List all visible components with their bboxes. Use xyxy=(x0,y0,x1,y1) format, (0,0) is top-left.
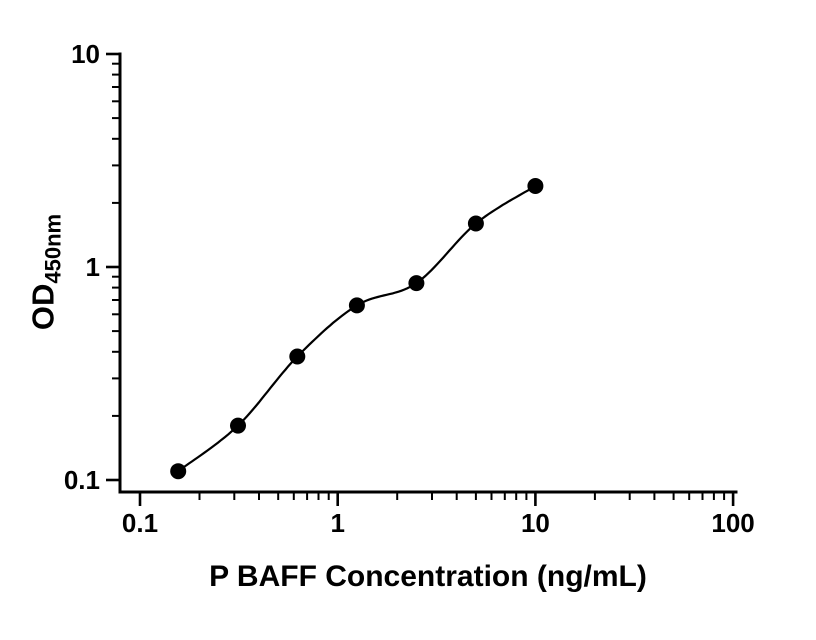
y-tick-label: 10 xyxy=(71,39,100,69)
data-point xyxy=(289,348,306,365)
x-tick-label: 0.1 xyxy=(122,508,158,538)
data-point xyxy=(408,275,425,292)
y-axis-title: OD450nm xyxy=(26,214,67,330)
data-point xyxy=(348,297,365,314)
data-point xyxy=(467,215,484,232)
x-tick-label: 1 xyxy=(330,508,344,538)
y-tick-label: 0.1 xyxy=(64,465,100,495)
data-point xyxy=(170,463,187,480)
x-tick-label: 100 xyxy=(711,508,754,538)
fit-curve xyxy=(172,180,543,476)
data-point xyxy=(230,417,246,434)
data-point xyxy=(527,178,544,194)
y-tick-label: 1 xyxy=(86,252,100,282)
x-axis-title: P BAFF Concentration (ng/mL) xyxy=(209,560,647,593)
x-tick-label: 10 xyxy=(521,508,550,538)
y-axis-title-main: OD xyxy=(25,283,61,331)
y-axis-title-subscript: 450nm xyxy=(40,213,66,284)
